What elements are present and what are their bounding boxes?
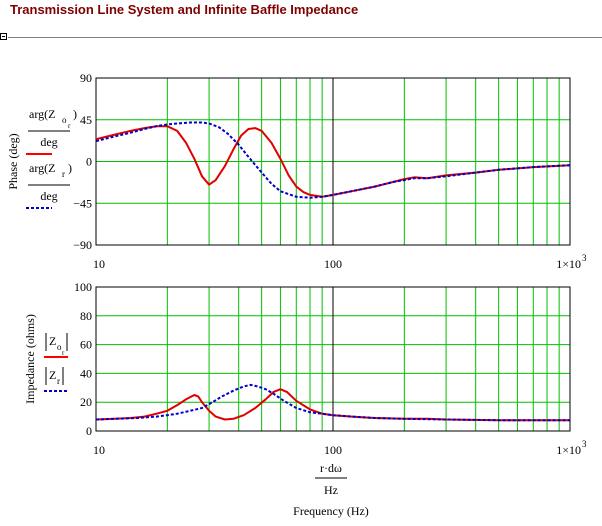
collapse-box-icon[interactable]: [0, 33, 7, 40]
impedance-y-tick-label: 20: [80, 395, 92, 409]
page-title: Transmission Line System and Infinite Ba…: [10, 2, 359, 17]
phase-legend-zor-subsubscript: r: [68, 122, 71, 130]
phase-x-tick-label: 100: [324, 257, 342, 271]
impedance-x-tick-label: 1×10: [556, 443, 581, 457]
impedance-y-tick-label: 60: [80, 338, 92, 352]
impedance-x-tick-label: 10: [93, 443, 105, 457]
region-divider: [8, 37, 602, 38]
impedance-x-axis-denominator: Hz: [324, 483, 338, 497]
impedance-x-axis-numerator: r·dω: [320, 461, 342, 475]
phase-series-zr-line: [95, 121, 571, 199]
phase-plot-frame: [95, 77, 571, 246]
phase-legend-zor-close-paren: ): [73, 107, 77, 121]
impedance-y-tick-label: 40: [80, 366, 92, 380]
phase-y-tick-label: 45: [80, 113, 92, 127]
impedance-y-tick-label: 0: [86, 424, 92, 438]
impedance-y-tick-label: 100: [74, 280, 92, 294]
impedance-legend-zr-subscript: r: [57, 376, 60, 386]
phase-y-tick-label: 0: [86, 155, 92, 169]
phase-legend-zor-subscript: o: [62, 115, 67, 125]
impedance-plot-frame: [95, 286, 571, 432]
impedance-x-tick-label: 100: [324, 443, 342, 457]
phase-x-tick-exponent: 3: [582, 253, 587, 263]
impedance-legend-zor-numerator: Z: [49, 334, 56, 348]
phase-legend-zr-close-paren: ): [68, 161, 72, 175]
phase-x-tick-label: 10: [93, 257, 105, 271]
phase-legend-zor-numerator: arg(Z: [29, 107, 55, 121]
impedance-legend-zr-numerator: Z: [49, 368, 56, 382]
phase-x-tick-label: 1×10: [556, 257, 581, 271]
phase-grid: [96, 78, 570, 245]
phase-legend-zr-subscript: r: [62, 169, 65, 179]
impedance-x-axis-label: Frequency (Hz): [293, 504, 369, 518]
impedance-legend-zor-subscript: o: [57, 342, 62, 352]
impedance-x-tick-exponent: 3: [582, 439, 587, 449]
impedance-series-zor-line: [95, 388, 570, 422]
phase-legend-zor-denominator: deg: [40, 135, 57, 149]
impedance-legend-zor-subsubscript: r: [62, 349, 65, 357]
phase-y-tick-label: −90: [73, 238, 92, 252]
phase-y-tick-label: −45: [73, 196, 92, 210]
phase-y-tick-label: 90: [80, 71, 92, 85]
phase-legend-zr-numerator: arg(Z: [29, 161, 55, 175]
phase-y-axis-label: Phase (deg): [6, 133, 20, 189]
impedance-y-tick-label: 80: [80, 309, 92, 323]
impedance-grid: [96, 287, 570, 431]
impedance-y-axis-label: Impedance (ohms): [23, 314, 37, 404]
phase-legend-zr-denominator: deg: [40, 189, 57, 203]
